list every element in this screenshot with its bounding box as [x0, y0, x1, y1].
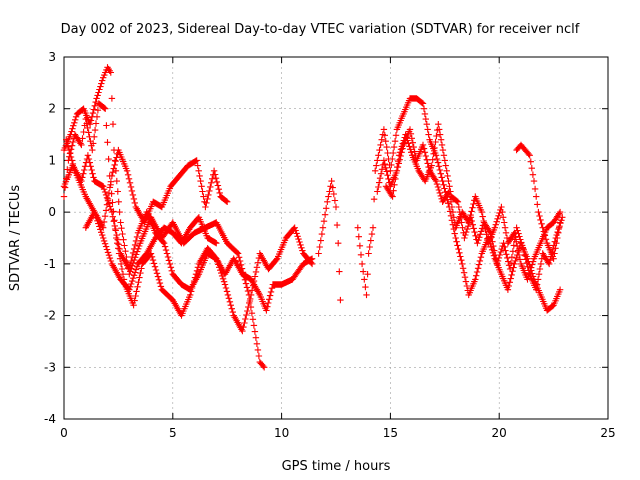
y-tick-label: -4 [44, 412, 56, 426]
x-tick-label: 5 [169, 426, 177, 440]
series-track-8 [374, 126, 564, 283]
y-tick-label: 2 [48, 102, 56, 116]
y-axis-label: SDTVAR / TECUs [8, 185, 23, 292]
series-track-10 [513, 141, 564, 262]
series-track-6 [315, 177, 344, 304]
chart-title: Day 002 of 2023, Sidereal Day-to-day VTE… [61, 22, 580, 37]
series-track-7 [354, 95, 564, 314]
x-tick-label: 25 [600, 426, 615, 440]
x-tick-label: 15 [383, 426, 398, 440]
series-track-3 [60, 152, 316, 335]
x-axis-label: GPS time / hours [282, 459, 391, 474]
x-tick-label: 10 [274, 426, 289, 440]
y-tick-label: 3 [48, 50, 56, 64]
y-tick-label: 0 [48, 205, 56, 219]
y-tick-label: -3 [44, 360, 56, 374]
axis-ticks [63, 56, 609, 420]
series-track-4 [63, 136, 231, 231]
series-track-5 [82, 208, 220, 293]
y-tick-label: -2 [44, 309, 56, 323]
grid [64, 57, 608, 419]
y-tick-label: 1 [48, 153, 56, 167]
x-tick-label: 0 [60, 426, 68, 440]
series-track-9 [382, 121, 566, 293]
x-tick-label: 20 [492, 426, 507, 440]
data-marks [60, 64, 566, 371]
plot-frame [63, 56, 609, 420]
y-tick-label: -1 [44, 257, 56, 271]
tick-labels: 0 5 10 15 20 25 -4 -3 -2 -1 0 1 2 3 [44, 50, 616, 440]
